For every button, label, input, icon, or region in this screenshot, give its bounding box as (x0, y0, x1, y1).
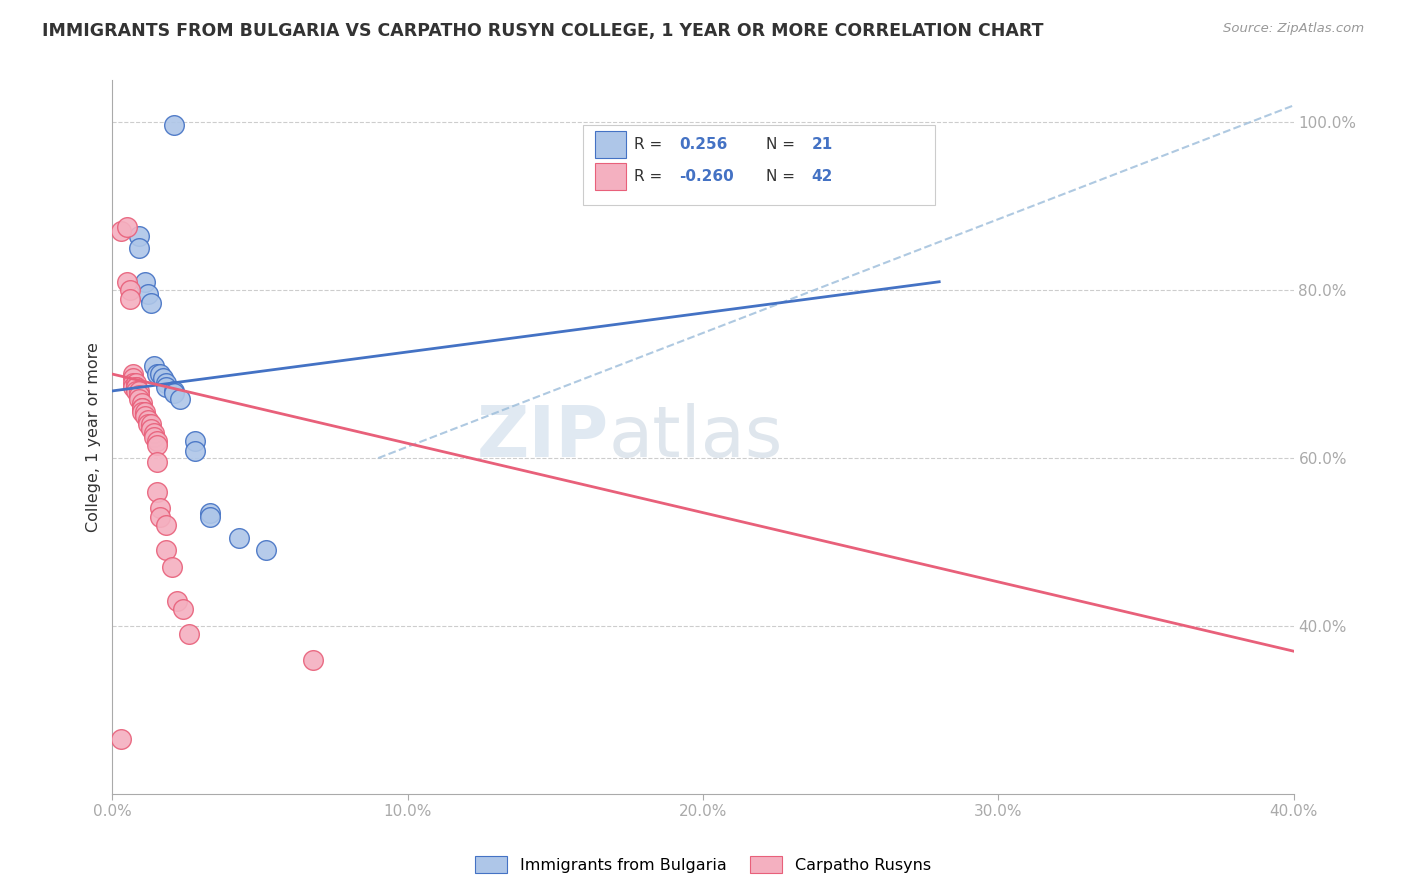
Point (125, 384, 148, 398)
Point (152, 371, 174, 385)
Point (155, 543, 177, 558)
Point (122, 376, 145, 390)
Point (142, 425, 165, 440)
Point (172, 602, 194, 616)
Point (134, 405, 156, 419)
Point (228, 531, 250, 545)
Point (139, 422, 162, 436)
Point (120, 292, 142, 306)
Point (163, 384, 186, 398)
Point (179, 627, 201, 641)
Point (142, 359, 165, 373)
Point (110, 224, 132, 238)
Point (302, 652, 325, 666)
Text: R =: R = (634, 137, 668, 152)
Point (125, 380, 148, 394)
Point (155, 376, 177, 390)
Point (131, 396, 153, 410)
Point (142, 430, 165, 444)
Point (128, 241, 150, 255)
Y-axis label: College, 1 year or more: College, 1 year or more (86, 343, 101, 532)
Point (128, 228, 150, 243)
Point (166, 594, 188, 608)
Text: 0.256: 0.256 (679, 137, 727, 152)
Point (254, 543, 277, 558)
Point (149, 367, 172, 381)
Point (134, 275, 156, 289)
Point (122, 367, 145, 381)
Text: R =: R = (634, 169, 668, 184)
Point (125, 380, 148, 394)
Point (169, 392, 191, 407)
Text: IMMIGRANTS FROM BULGARIA VS CARPATHO RUSYN COLLEGE, 1 YEAR OR MORE CORRELATION C: IMMIGRANTS FROM BULGARIA VS CARPATHO RUS… (42, 22, 1043, 40)
Point (139, 417, 162, 432)
Point (136, 287, 159, 301)
Point (110, 732, 132, 747)
Point (155, 518, 177, 533)
Point (163, 385, 186, 400)
Text: 21: 21 (811, 137, 832, 152)
Point (125, 376, 148, 390)
Point (128, 392, 150, 407)
Point (198, 506, 221, 520)
Text: Source: ZipAtlas.com: Source: ZipAtlas.com (1223, 22, 1364, 36)
Text: -0.260: -0.260 (679, 169, 734, 184)
Point (120, 283, 142, 297)
Point (146, 434, 169, 449)
Text: atlas: atlas (609, 402, 783, 472)
Point (146, 438, 169, 452)
Point (155, 380, 177, 394)
Point (117, 275, 138, 289)
Point (146, 455, 169, 469)
Point (128, 388, 150, 402)
Text: ZIP: ZIP (477, 402, 609, 472)
Point (136, 417, 159, 432)
Point (146, 367, 169, 381)
Point (184, 444, 207, 458)
Point (131, 405, 153, 419)
Point (134, 409, 156, 423)
Point (136, 413, 159, 427)
Point (128, 384, 150, 398)
Point (122, 380, 145, 394)
Legend: Immigrants from Bulgaria, Carpatho Rusyns: Immigrants from Bulgaria, Carpatho Rusyn… (468, 849, 938, 880)
Point (146, 484, 169, 499)
Point (160, 560, 183, 574)
Point (122, 371, 145, 385)
Text: 42: 42 (811, 169, 832, 184)
Point (139, 295, 162, 310)
Point (198, 509, 221, 524)
Point (184, 434, 207, 449)
Point (131, 401, 153, 415)
Text: N =: N = (766, 137, 800, 152)
Point (163, 118, 186, 132)
Point (131, 401, 153, 415)
Point (149, 509, 172, 524)
Point (117, 220, 138, 235)
Point (149, 501, 172, 516)
Text: N =: N = (766, 169, 800, 184)
